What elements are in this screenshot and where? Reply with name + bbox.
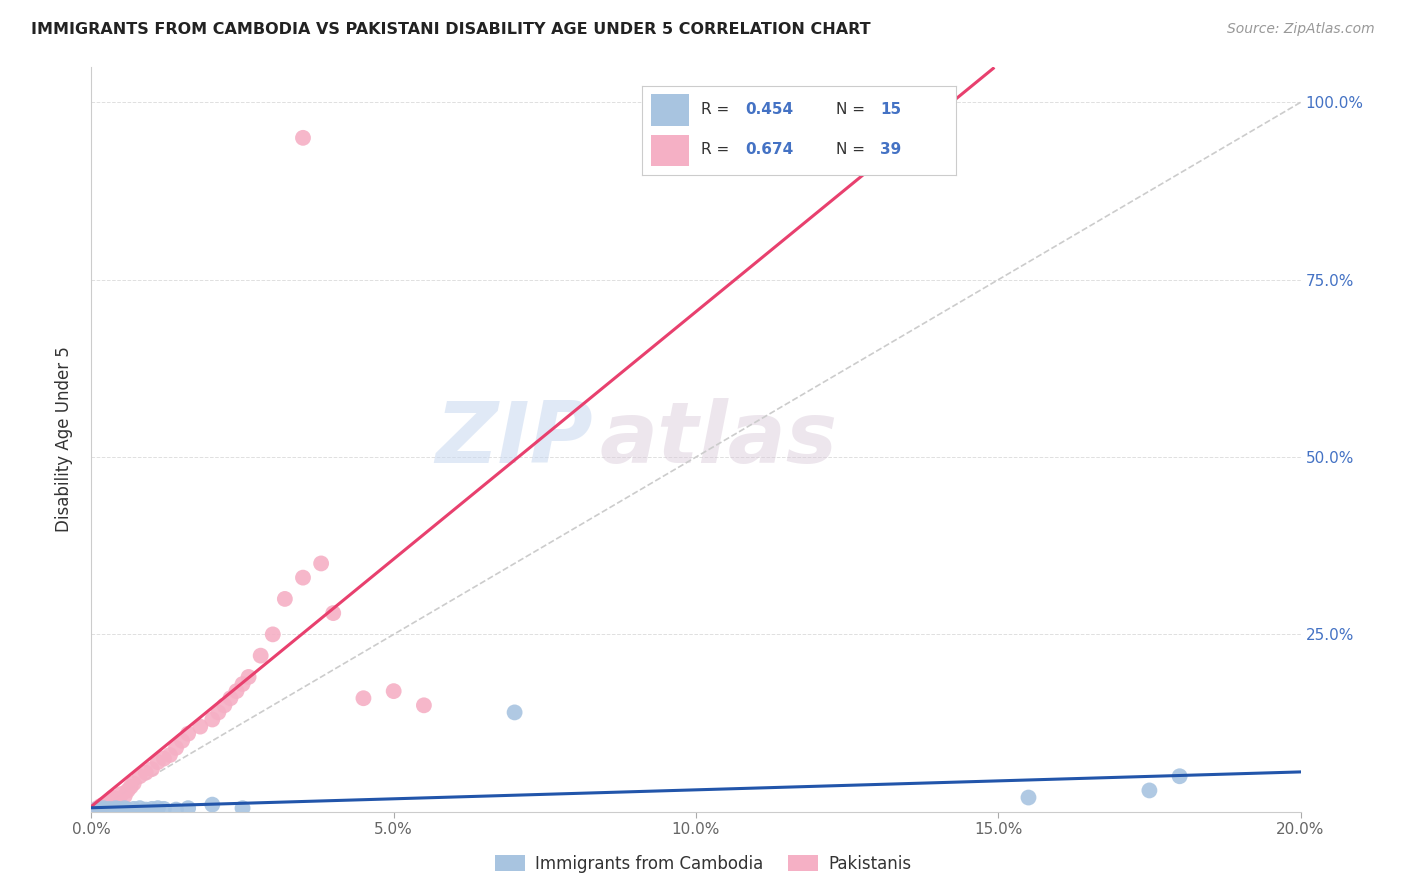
Point: [207, 706, 229, 720]
Point: [98, 802, 121, 816]
Point: [274, 591, 297, 606]
Point: [96, 796, 118, 810]
Point: [292, 571, 315, 585]
Point: [231, 677, 253, 691]
Point: [135, 765, 157, 780]
Point: [231, 801, 253, 815]
Point: [165, 740, 187, 755]
Point: [413, 698, 436, 713]
Point: [146, 801, 169, 815]
Point: [128, 769, 150, 783]
Point: [96, 803, 118, 817]
Point: [117, 783, 139, 797]
Point: [165, 803, 187, 817]
Point: [214, 698, 236, 713]
Point: [1018, 790, 1040, 805]
Text: Source: ZipAtlas.com: Source: ZipAtlas.com: [1227, 22, 1375, 37]
Point: [104, 792, 127, 806]
Point: [352, 691, 374, 706]
Text: atlas: atlas: [599, 398, 838, 481]
Point: [1168, 769, 1191, 783]
Point: [89, 799, 111, 814]
Point: [120, 780, 142, 794]
Point: [1139, 783, 1161, 797]
Point: [146, 755, 169, 769]
Legend: Immigrants from Cambodia, Pakistanis: Immigrants from Cambodia, Pakistanis: [488, 848, 918, 880]
Point: [86, 801, 108, 815]
Point: [117, 803, 139, 817]
Point: [219, 691, 242, 706]
Point: [382, 684, 405, 698]
Point: [141, 762, 163, 776]
Point: [201, 713, 224, 727]
Point: [93, 797, 115, 812]
Point: [238, 670, 260, 684]
Point: [188, 720, 211, 734]
Point: [93, 801, 115, 815]
Point: [122, 776, 145, 790]
Point: [201, 797, 224, 812]
Point: [122, 802, 145, 816]
Point: [135, 803, 157, 817]
Point: [128, 801, 150, 815]
Point: [153, 802, 176, 816]
Point: [249, 648, 271, 663]
Point: [503, 706, 526, 720]
Point: [104, 801, 127, 815]
Point: [292, 131, 315, 145]
Point: [86, 802, 108, 816]
Point: [101, 790, 124, 805]
Point: [98, 794, 121, 808]
Point: [262, 627, 284, 641]
Point: [107, 802, 129, 816]
Y-axis label: Disability Age Under 5: Disability Age Under 5: [55, 346, 73, 533]
Point: [322, 606, 344, 620]
Point: [141, 802, 163, 816]
Point: [225, 684, 247, 698]
Point: [114, 801, 136, 815]
Point: [114, 789, 136, 804]
Point: [177, 801, 200, 815]
Point: [159, 747, 181, 762]
Point: [111, 803, 132, 817]
Point: [153, 751, 176, 765]
Text: ZIP: ZIP: [436, 398, 593, 481]
Point: [111, 787, 132, 801]
Point: [101, 803, 124, 817]
Text: IMMIGRANTS FROM CAMBODIA VS PAKISTANI DISABILITY AGE UNDER 5 CORRELATION CHART: IMMIGRANTS FROM CAMBODIA VS PAKISTANI DI…: [31, 22, 870, 37]
Point: [172, 733, 194, 747]
Point: [177, 727, 200, 741]
Point: [89, 803, 111, 817]
Point: [309, 557, 332, 571]
